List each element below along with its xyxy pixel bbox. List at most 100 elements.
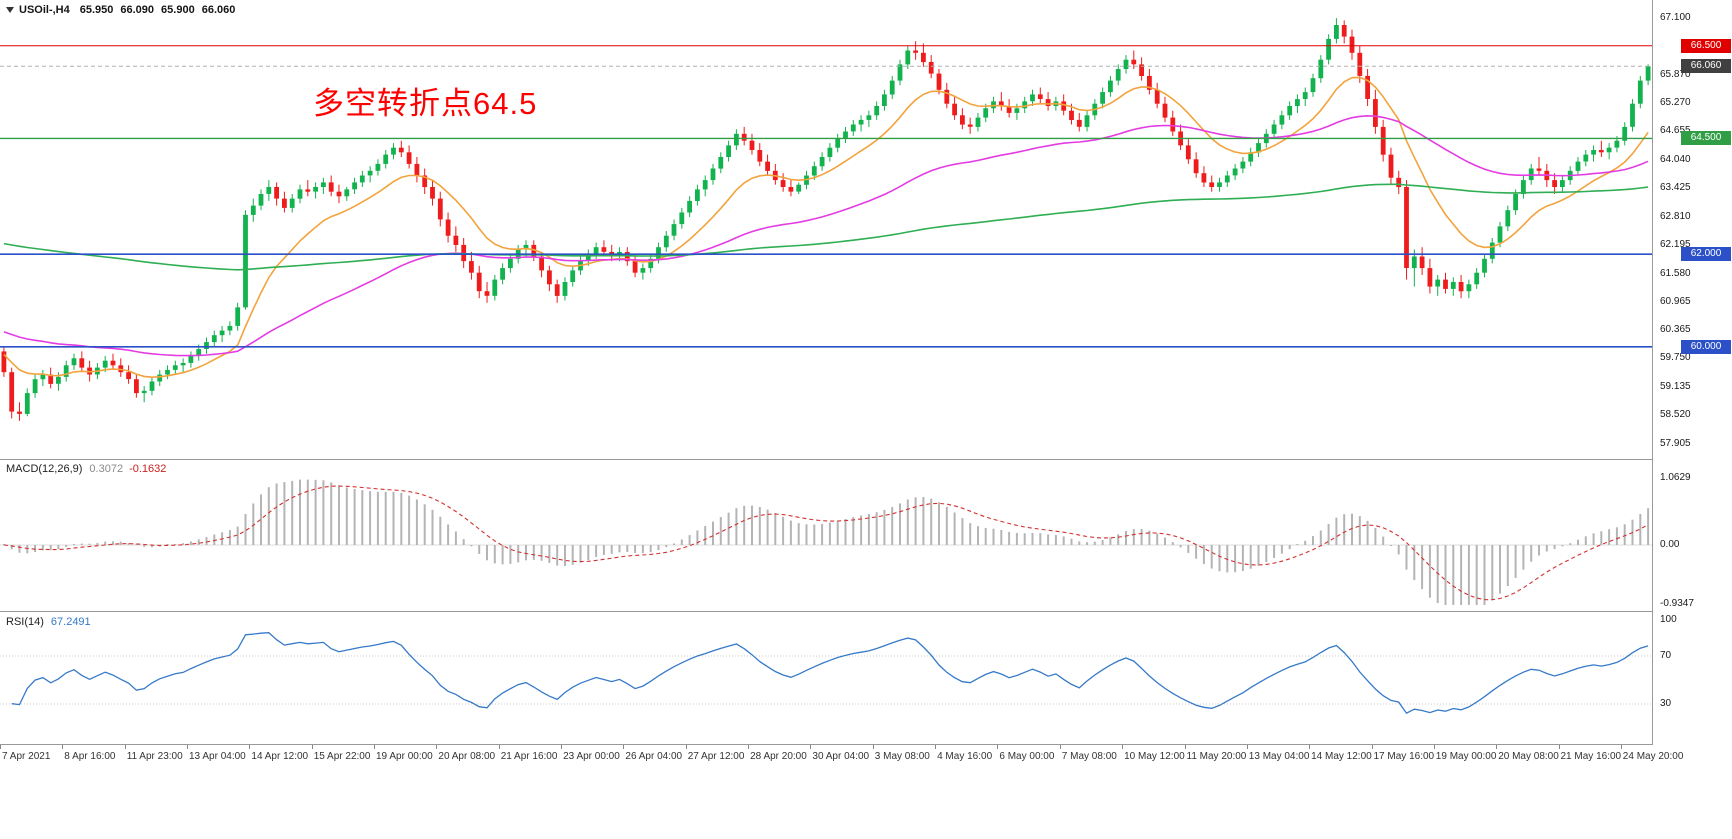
chart-header: USOil-,H4 65.950 66.090 65.900 66.060 bbox=[6, 4, 242, 16]
time-axis-label: 11 Apr 23:00 bbox=[126, 751, 183, 762]
candle bbox=[328, 175, 334, 197]
time-axis-tick bbox=[1059, 745, 1061, 749]
candle bbox=[1630, 99, 1635, 132]
candle bbox=[726, 140, 731, 162]
candle bbox=[24, 388, 30, 417]
time-axis-tick bbox=[1371, 745, 1373, 749]
chart-annotation-text[interactable]: 多空转折点64.5 bbox=[313, 86, 538, 121]
macd-panel-canvas[interactable] bbox=[0, 460, 1652, 610]
price-axis-label: 65.270 bbox=[1660, 96, 1691, 108]
time-axis-tick bbox=[623, 745, 625, 749]
time-axis[interactable]: 7 Apr 2021 8 Apr 16:00 11 Apr 23:00 13 Apr … bbox=[0, 745, 1732, 769]
candle bbox=[227, 321, 233, 336]
candle bbox=[921, 43, 926, 67]
time-axis-label: 30 Apr 04:00 bbox=[812, 751, 870, 762]
candle bbox=[874, 101, 880, 120]
candle bbox=[1147, 69, 1152, 95]
time-axis-label: 3 May 08:00 bbox=[874, 751, 930, 762]
candle bbox=[1474, 268, 1480, 289]
price-axis-label: 60.965 bbox=[1660, 296, 1691, 308]
time-axis-label: 15 Apr 22:00 bbox=[313, 751, 371, 762]
candle bbox=[1271, 119, 1277, 139]
candle bbox=[1006, 99, 1012, 118]
rsi-line bbox=[11, 632, 1649, 715]
candle bbox=[1373, 89, 1378, 134]
time-axis-tick bbox=[498, 745, 500, 749]
rsi-indicator-label: RSI(14) 67.2491 bbox=[6, 616, 91, 628]
candle bbox=[1349, 29, 1355, 60]
candle bbox=[835, 133, 841, 153]
price-axis-label: 64.040 bbox=[1660, 153, 1691, 165]
candle bbox=[118, 358, 124, 377]
time-axis-label: 27 Apr 12:00 bbox=[687, 751, 745, 762]
candle bbox=[1419, 247, 1425, 275]
candle bbox=[180, 358, 186, 373]
candle bbox=[1450, 277, 1456, 296]
candle bbox=[1458, 275, 1464, 299]
rsi-panel-canvas[interactable] bbox=[0, 612, 1652, 744]
candle bbox=[289, 194, 295, 213]
time-axis-label: 14 Apr 12:00 bbox=[251, 751, 309, 762]
candle bbox=[274, 182, 279, 206]
candle bbox=[414, 157, 420, 183]
candle bbox=[1178, 124, 1183, 150]
time-axis-tick bbox=[62, 745, 64, 749]
candle bbox=[1489, 238, 1495, 264]
candle bbox=[749, 133, 755, 155]
candle bbox=[1318, 55, 1324, 83]
candle bbox=[944, 82, 950, 109]
candle bbox=[352, 177, 357, 194]
candle bbox=[866, 110, 872, 127]
candle bbox=[204, 337, 209, 354]
candle bbox=[1521, 175, 1526, 199]
candle bbox=[796, 182, 802, 194]
price-axis-label: 65.870 bbox=[1660, 69, 1691, 80]
macd-histogram bbox=[2, 479, 1650, 605]
price-axis-label: 58.520 bbox=[1660, 409, 1691, 421]
candle bbox=[235, 302, 241, 331]
candle bbox=[1334, 18, 1339, 44]
candle bbox=[967, 117, 973, 134]
candle bbox=[889, 75, 895, 100]
candle bbox=[258, 189, 264, 211]
time-axis-tick bbox=[1246, 745, 1248, 749]
candle bbox=[1443, 272, 1448, 294]
candle bbox=[1162, 96, 1168, 123]
candle bbox=[282, 191, 287, 213]
price-level-tag: 60.000 bbox=[1681, 339, 1731, 354]
candle bbox=[321, 177, 326, 194]
candle bbox=[1591, 145, 1596, 162]
candle bbox=[1232, 163, 1238, 181]
price-axis-label: 62.810 bbox=[1660, 210, 1691, 222]
ma-mid-magenta bbox=[3, 114, 1649, 357]
symbol-marker-icon[interactable] bbox=[6, 7, 14, 13]
time-axis-tick bbox=[561, 745, 563, 749]
candle bbox=[702, 175, 708, 197]
price-axis-label: 62.195 bbox=[1660, 239, 1691, 251]
candle bbox=[1622, 122, 1628, 146]
price-axis[interactable]: 67.100 65.870 65.270 64.655 64.040 63.425 62.8… bbox=[1652, 0, 1732, 745]
time-axis-label: 21 Apr 16:00 bbox=[500, 751, 558, 762]
candle bbox=[406, 145, 412, 169]
candle bbox=[1, 346, 7, 377]
price-axis-label: 60.365 bbox=[1660, 323, 1691, 335]
candle bbox=[671, 219, 677, 241]
time-axis-tick bbox=[872, 745, 874, 749]
candle bbox=[960, 108, 965, 130]
time-axis-tick bbox=[1620, 745, 1622, 749]
candle bbox=[858, 115, 864, 132]
panel-divider[interactable] bbox=[0, 459, 1732, 460]
ohlc-open-value: 65.950 bbox=[79, 4, 114, 16]
candle bbox=[469, 251, 474, 280]
candle bbox=[1287, 101, 1293, 120]
price-chart-canvas[interactable] bbox=[0, 0, 1652, 459]
time-axis-label: 13 May 04:00 bbox=[1248, 751, 1310, 762]
price-axis-label: 67.100 bbox=[1660, 12, 1691, 24]
candle bbox=[1100, 87, 1105, 109]
candle bbox=[1326, 34, 1331, 65]
time-axis-tick bbox=[0, 745, 1, 749]
candle bbox=[1076, 113, 1082, 132]
time-axis-label: 26 Apr 04:00 bbox=[625, 751, 683, 762]
panel-divider[interactable] bbox=[0, 611, 1732, 612]
candle bbox=[1084, 110, 1090, 132]
